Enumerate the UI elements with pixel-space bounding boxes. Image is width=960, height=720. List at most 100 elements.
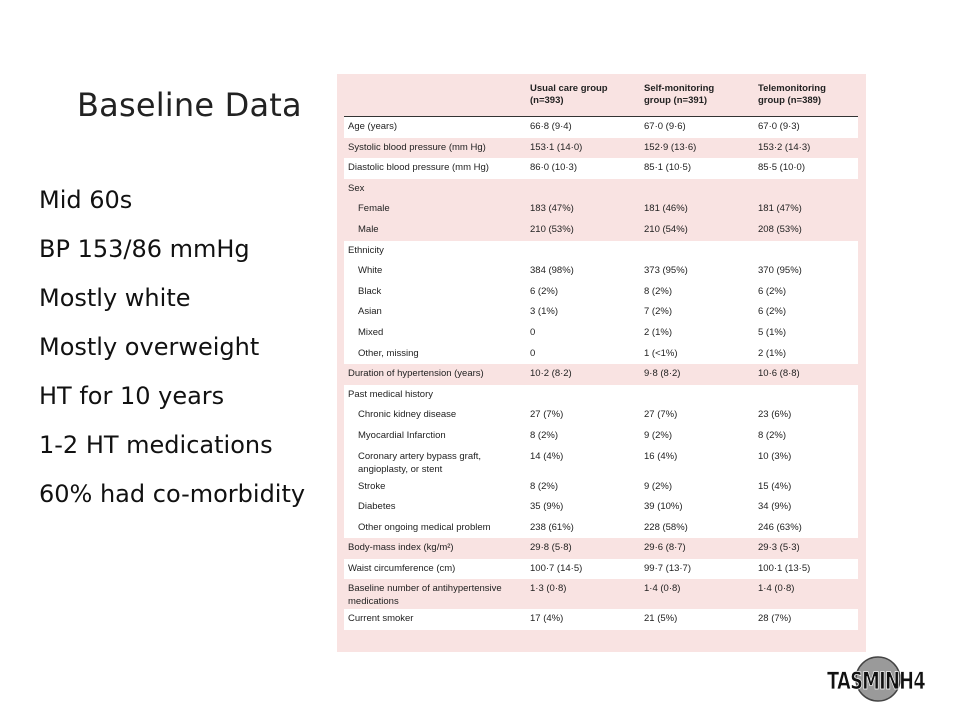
row-label: Black — [358, 285, 382, 297]
table-row: Past medical history — [344, 384, 858, 406]
row-value: 370 (95%) — [758, 265, 802, 277]
row-value: 21 (5%) — [644, 613, 678, 625]
row-value: 6 (2%) — [530, 285, 558, 297]
row-value: 10 (3%) — [758, 450, 792, 462]
row-label: Mixed — [358, 326, 384, 338]
row-value: 8 (2%) — [758, 429, 786, 441]
logo-text: TASMINH4 — [827, 667, 925, 695]
row-value: 8 (2%) — [530, 480, 558, 492]
slide-title: Baseline Data — [77, 86, 302, 124]
row-label: Past medical history — [348, 388, 434, 400]
table-row: Asian 3 (1%) 7 (2%) 6 (2%) — [344, 302, 858, 323]
row-label: Duration of hypertension (years) — [348, 368, 484, 380]
row-value: 66·8 (9·4) — [530, 121, 572, 132]
row-label: Current smoker — [348, 613, 414, 625]
row-value: 1·4 (0·8) — [644, 583, 681, 595]
row-value: 29·3 (5·3) — [758, 542, 800, 554]
row-value: 9·8 (8·2) — [644, 368, 681, 380]
column-header: Self-monitoring group (n=391) — [644, 83, 714, 107]
row-value: 2 (1%) — [758, 347, 786, 359]
row-value: 10·2 (8·2) — [530, 368, 572, 380]
row-value: 6 (2%) — [758, 285, 786, 297]
row-label: Coronary artery bypass graft, angioplast… — [358, 450, 482, 475]
table-row: Diabetes 35 (9%) 39 (10%) 34 (9%) — [344, 497, 858, 518]
row-value: 153·2 (14·3) — [758, 141, 811, 153]
bullet-item: Mid 60s — [39, 186, 133, 214]
row-label: Sex — [348, 182, 365, 194]
table-row: Black 6 (2%) 8 (2%) 6 (2%) — [344, 281, 858, 303]
row-value: 246 (63%) — [758, 521, 802, 533]
row-value: 9 (2%) — [644, 480, 672, 492]
row-value: 238 (61%) — [530, 521, 574, 533]
row-value: 15 (4%) — [758, 480, 792, 492]
row-value: 23 (6%) — [758, 409, 792, 421]
row-value: 0 — [530, 347, 536, 359]
row-value: 100·7 (14·5) — [530, 562, 583, 574]
row-label: Age (years) — [348, 121, 398, 132]
table-row: Other ongoing medical problem 238 (61%) 22… — [344, 517, 858, 539]
table-row: Male 210 (53%) 210 (54%) 208 (53%) — [344, 220, 858, 241]
row-value: 183 (47%) — [530, 203, 574, 215]
row-value: 99·7 (13·7) — [644, 562, 691, 574]
bullet-item: 60% had co-morbidity — [39, 480, 306, 508]
row-value: 208 (53%) — [758, 223, 802, 235]
bullet-item: HT for 10 years — [39, 382, 225, 410]
tasminh4-logo: TASMINH4 — [827, 656, 926, 702]
row-value: 384 (98%) — [530, 265, 574, 277]
column-header: Usual care group (n=393) — [530, 83, 608, 107]
row-value: 85·1 (10·5) — [644, 162, 691, 174]
bullet-item: Mostly overweight — [39, 333, 260, 361]
table-row: Baseline number of antihypertensive medi… — [344, 579, 858, 609]
table-row: Diastolic blood pressure (mm Hg) 86·0 (10… — [344, 158, 858, 179]
row-value: 1·3 (0·8) — [530, 583, 567, 595]
row-label: Male — [358, 223, 379, 235]
row-value: 6 (2%) — [758, 306, 786, 318]
row-label: Chronic kidney disease — [358, 409, 457, 421]
row-value: 9 (2%) — [644, 429, 672, 441]
column-header-line2: group (n=391) — [644, 95, 708, 106]
row-value: 28 (7%) — [758, 613, 792, 625]
table-row: Mixed 0 2 (1%) 5 (1%) — [344, 322, 858, 344]
row-value: 181 (47%) — [758, 203, 802, 215]
table-row: Sex — [344, 179, 858, 200]
bullet-item: BP 153/86 mmHg — [39, 235, 250, 263]
row-value: 29·8 (5·8) — [530, 542, 572, 554]
table-row: White 384 (98%) 373 (95%) 370 (95%) — [344, 261, 858, 282]
column-header-line1: Self-monitoring — [644, 83, 715, 94]
row-value: 181 (46%) — [644, 203, 688, 215]
row-value: 67·0 (9·3) — [758, 121, 800, 132]
row-value: 152·9 (13·6) — [644, 141, 697, 153]
row-label: Myocardial Infarction — [358, 429, 446, 441]
bullet-item: Mostly white — [39, 284, 191, 312]
row-value: 1·4 (0·8) — [758, 583, 795, 595]
row-value: 17 (4%) — [530, 613, 564, 625]
row-value: 210 (54%) — [644, 223, 688, 235]
row-value: 2 (1%) — [644, 326, 672, 338]
table-row: Age (years) 66·8 (9·4) 67·0 (9·6) 67·0 (9·3… — [344, 117, 858, 138]
row-value: 27 (7%) — [644, 409, 678, 421]
bullet-list: Mid 60s BP 153/86 mmHg Mostly white Most… — [39, 176, 305, 519]
row-value: 8 (2%) — [644, 285, 672, 297]
row-value: 0 — [530, 326, 536, 338]
column-header: Telemonitoring group (n=389) — [758, 83, 826, 107]
table-row: Duration of hypertension (years) 10·2 (8·… — [344, 364, 858, 385]
row-label: Waist circumference (cm) — [348, 562, 456, 574]
table-row: Systolic blood pressure (mm Hg) 153·1 (14… — [344, 138, 858, 159]
row-value: 7 (2%) — [644, 306, 672, 318]
row-value: 5 (1%) — [758, 326, 786, 338]
table-row: Body-mass index (kg/m²) 29·8 (5·8) 29·6 (8… — [344, 538, 858, 559]
table-row: Myocardial Infarction 8 (2%) 9 (2%) 8 (2%) — [344, 425, 858, 447]
row-value: 1 (<1%) — [644, 347, 678, 359]
table-row: Chronic kidney disease 27 (7%) 27 (7%) 23 (… — [344, 405, 858, 426]
row-value: 34 (9%) — [758, 501, 792, 513]
row-label: White — [358, 265, 383, 277]
row-label: Ethnicity — [348, 244, 384, 256]
row-value: 67·0 (9·6) — [644, 121, 686, 132]
column-header-line2: (n=393) — [530, 95, 564, 106]
table-row: Coronary artery bypass graft, angioplast… — [344, 446, 858, 477]
row-label: Diabetes — [358, 501, 396, 513]
row-value: 153·1 (14·0) — [530, 141, 583, 153]
row-label: Body-mass index (kg/m²) — [348, 542, 454, 554]
row-value: 27 (7%) — [530, 409, 564, 421]
row-label: Diastolic blood pressure (mm Hg) — [348, 162, 489, 174]
